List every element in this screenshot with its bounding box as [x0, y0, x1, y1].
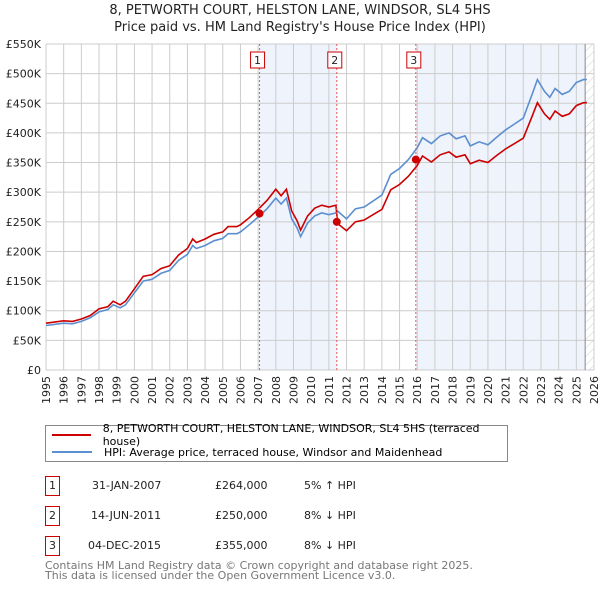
x-tick-label: 2001: [146, 376, 159, 404]
x-tick-label: 1996: [58, 376, 71, 404]
y-tick-label: £150K: [6, 275, 42, 288]
sale-number-box: 3: [45, 536, 60, 556]
x-tick-label: 1995: [40, 376, 53, 404]
x-tick-label: 2023: [535, 376, 548, 404]
x-tick-label: 2003: [181, 376, 194, 404]
legend-swatch-red: [52, 434, 91, 436]
x-tick-label: 2010: [305, 376, 318, 404]
sale-label-box: [250, 51, 266, 69]
sale-hpi-diff: 8% ↓ HPI: [304, 509, 356, 522]
sale-point: [255, 209, 264, 218]
footer-copyright: Contains HM Land Registry data © Crown c…: [45, 559, 473, 572]
hpi-line: [45, 77, 587, 327]
sale-number-box: 2: [45, 506, 60, 526]
y-tick-label: £350K: [6, 157, 42, 170]
chart-subtitle: Price paid vs. HM Land Registry's House …: [114, 20, 486, 35]
property-price-line: [45, 100, 587, 324]
sale-label-box: [406, 51, 422, 69]
x-tick-label: 2007: [252, 376, 265, 404]
x-tick-label: 2021: [500, 376, 513, 404]
x-tick-label: 1997: [75, 376, 88, 404]
legend-label: 8, PETWORTH COURT, HELSTON LANE, WINDSOR…: [102, 422, 480, 448]
x-tick-label: 2025: [570, 376, 583, 404]
x-tick-label: 2026: [588, 376, 600, 404]
legend-label: HPI: Average price, terraced house, Wind…: [104, 445, 443, 459]
sale-hpi-diff: 5% ↑ HPI: [304, 479, 356, 492]
sale-price: £250,000: [215, 509, 268, 522]
x-tick-label: 2005: [217, 376, 230, 404]
x-tick-label: 2012: [341, 376, 354, 404]
sale-price: £264,000: [215, 479, 268, 492]
y-tick-label: £300K: [6, 186, 42, 199]
footer-licence: This data is licensed under the Open Gov…: [45, 569, 396, 582]
x-tick-label: 2008: [270, 376, 283, 404]
y-tick-label: £450K: [6, 97, 42, 110]
sale-date: 14-JUN-2011: [91, 509, 162, 522]
sale-label-box: [327, 51, 343, 69]
legend-swatch-blue: [52, 451, 92, 453]
sale-hpi-diff: 8% ↓ HPI: [304, 539, 356, 552]
x-tick-label: 2018: [447, 376, 460, 404]
x-tick-label: 2013: [358, 376, 371, 404]
x-tick-label: 2009: [287, 376, 300, 404]
chart-title: 8, PETWORTH COURT, HELSTON LANE, WINDSOR…: [109, 3, 491, 18]
y-tick-label: £400K: [6, 127, 42, 140]
x-tick-label: 1998: [93, 376, 106, 404]
sale-point: [332, 217, 341, 226]
x-tick-label: 2000: [128, 376, 141, 404]
x-tick-label: 2002: [164, 376, 177, 404]
y-tick-label: £100K: [6, 305, 42, 318]
shaded-period: [415, 44, 586, 370]
legend-item-property: 8, PETWORTH COURT, HELSTON LANE, WINDSOR…: [46, 422, 507, 448]
x-tick-label: 2019: [464, 376, 477, 404]
sale-row: 3 04-DEC-2015 £355,000 8% ↓ HPI: [45, 536, 545, 556]
future-hatch: [585, 44, 594, 370]
sale-label: 1: [254, 54, 261, 67]
sale-label: 3: [410, 54, 417, 67]
sale-row: 1 31-JAN-2007 £264,000 5% ↑ HPI: [45, 476, 545, 496]
x-tick-label: 2022: [517, 376, 530, 404]
x-tick-label: 2006: [234, 376, 247, 404]
sale-row: 2 14-JUN-2011 £250,000 8% ↓ HPI: [45, 506, 545, 526]
sale-price: £355,000: [215, 539, 268, 552]
legend: 8, PETWORTH COURT, HELSTON LANE, WINDSOR…: [45, 422, 508, 462]
sale-number-box: 1: [45, 476, 60, 496]
legend-item-hpi: HPI: Average price, terraced house, Wind…: [46, 444, 442, 460]
y-tick-label: £500K: [6, 68, 42, 81]
shaded-period: [259, 44, 337, 370]
x-tick-label: 2016: [411, 376, 424, 404]
sale-date: 04-DEC-2015: [88, 539, 162, 552]
y-tick-label: £550K: [6, 38, 42, 51]
x-tick-label: 1999: [111, 376, 124, 404]
x-tick-label: 2004: [199, 376, 212, 404]
plot-area: £0 £50K £100K £150K £200K £250K £300K £350K £400…: [6, 38, 600, 404]
x-tick-label: 2017: [429, 376, 442, 404]
x-tick-label: 2015: [394, 376, 407, 404]
sale-date: 31-JAN-2007: [92, 479, 162, 492]
y-tick-label: £0: [27, 364, 41, 377]
y-tick-label: £250K: [6, 216, 42, 229]
x-tick-label: 2024: [553, 376, 566, 404]
y-tick-label: £200K: [6, 245, 42, 258]
x-tick-label: 2014: [376, 376, 389, 404]
x-tick-label: 2011: [323, 376, 336, 404]
y-tick-label: £50K: [13, 334, 42, 347]
x-tick-label: 2020: [482, 376, 495, 404]
sale-point: [411, 155, 420, 164]
sale-label: 2: [331, 54, 338, 67]
